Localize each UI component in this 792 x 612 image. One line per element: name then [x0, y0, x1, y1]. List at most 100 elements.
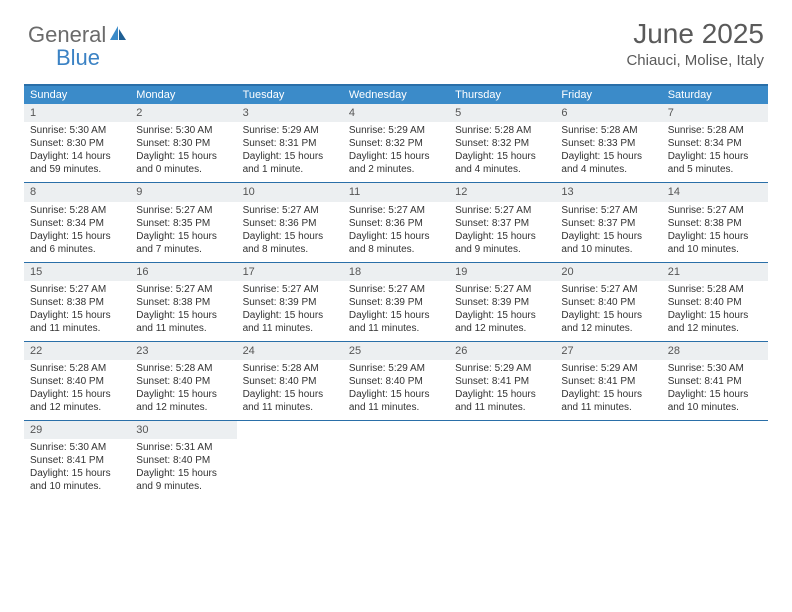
sunrise-text: Sunrise: 5:27 AM	[136, 204, 230, 217]
daylight-text: Daylight: 15 hours and 6 minutes.	[30, 230, 124, 256]
sunrise-text: Sunrise: 5:27 AM	[349, 283, 443, 296]
sunrise-text: Sunrise: 5:29 AM	[243, 124, 337, 137]
sunset-text: Sunset: 8:40 PM	[349, 375, 443, 388]
location-text: Chiauci, Molise, Italy	[626, 52, 764, 69]
calendar: SundayMondayTuesdayWednesdayThursdayFrid…	[24, 84, 768, 499]
daylight-text: Daylight: 15 hours and 12 minutes.	[455, 309, 549, 335]
sunrise-text: Sunrise: 5:27 AM	[561, 204, 655, 217]
day-body: Sunrise: 5:28 AMSunset: 8:32 PMDaylight:…	[449, 124, 555, 176]
daylight-text: Daylight: 15 hours and 12 minutes.	[30, 388, 124, 414]
sunrise-text: Sunrise: 5:28 AM	[668, 124, 762, 137]
sunrise-text: Sunrise: 5:29 AM	[349, 124, 443, 137]
sunset-text: Sunset: 8:32 PM	[455, 137, 549, 150]
day-cell: 27Sunrise: 5:29 AMSunset: 8:41 PMDayligh…	[555, 342, 661, 420]
sunset-text: Sunset: 8:30 PM	[30, 137, 124, 150]
day-body: Sunrise: 5:27 AMSunset: 8:40 PMDaylight:…	[555, 283, 661, 335]
day-number: 24	[237, 342, 343, 360]
sunset-text: Sunset: 8:41 PM	[30, 454, 124, 467]
daylight-text: Daylight: 15 hours and 11 minutes.	[243, 388, 337, 414]
day-cell: 14Sunrise: 5:27 AMSunset: 8:38 PMDayligh…	[662, 183, 768, 261]
daylight-text: Daylight: 15 hours and 2 minutes.	[349, 150, 443, 176]
day-body: Sunrise: 5:27 AMSunset: 8:38 PMDaylight:…	[24, 283, 130, 335]
day-body: Sunrise: 5:27 AMSunset: 8:37 PMDaylight:…	[555, 204, 661, 256]
day-cell: 4Sunrise: 5:29 AMSunset: 8:32 PMDaylight…	[343, 104, 449, 182]
day-cell: 3 Sunrise: 5:29 AMSunset: 8:31 PMDaylight…	[237, 104, 343, 182]
day-cell: 18 Sunrise: 5:27 AMSunset: 8:39 PMDayligh…	[343, 263, 449, 341]
day-cell: 5Sunrise: 5:28 AMSunset: 8:32 PMDaylight…	[449, 104, 555, 182]
day-number: 17	[237, 263, 343, 281]
day-body: Sunrise: 5:28 AMSunset: 8:40 PMDaylight:…	[24, 362, 130, 414]
week-row: 1Sunrise: 5:30 AMSunset: 8:30 PMDaylight…	[24, 104, 768, 183]
sunset-text: Sunset: 8:31 PM	[243, 137, 337, 150]
day-number: 28	[662, 342, 768, 360]
day-body: Sunrise: 5:30 AMSunset: 8:41 PMDaylight:…	[662, 362, 768, 414]
sunset-text: Sunset: 8:41 PM	[561, 375, 655, 388]
day-body: Sunrise: 5:29 AMSunset: 8:41 PMDaylight:…	[555, 362, 661, 414]
day-cell: 30Sunrise: 5:31 AMSunset: 8:40 PMDayligh…	[130, 421, 236, 499]
sunset-text: Sunset: 8:39 PM	[349, 296, 443, 309]
sunset-text: Sunset: 8:34 PM	[30, 217, 124, 230]
sunrise-text: Sunrise: 5:29 AM	[561, 362, 655, 375]
sunset-text: Sunset: 8:40 PM	[136, 375, 230, 388]
weekday-header: Monday	[130, 86, 236, 104]
sail-icon	[108, 24, 128, 47]
day-cell: 29Sunrise: 5:30 AMSunset: 8:41 PMDayligh…	[24, 421, 130, 499]
title-block: June 2025 Chiauci, Molise, Italy	[626, 18, 764, 69]
day-cell: 20Sunrise: 5:27 AMSunset: 8:40 PMDayligh…	[555, 263, 661, 341]
day-number: 21	[662, 263, 768, 281]
day-number: 2	[130, 104, 236, 122]
daylight-text: Daylight: 15 hours and 12 minutes.	[561, 309, 655, 335]
sunrise-text: Sunrise: 5:28 AM	[561, 124, 655, 137]
sunset-text: Sunset: 8:41 PM	[455, 375, 549, 388]
day-cell: 17Sunrise: 5:27 AMSunset: 8:39 PMDayligh…	[237, 263, 343, 341]
sunset-text: Sunset: 8:38 PM	[30, 296, 124, 309]
day-cell: 16Sunrise: 5:27 AMSunset: 8:38 PMDayligh…	[130, 263, 236, 341]
day-cell: 1Sunrise: 5:30 AMSunset: 8:30 PMDaylight…	[24, 104, 130, 182]
day-number: 22	[24, 342, 130, 360]
weeks-container: 1Sunrise: 5:30 AMSunset: 8:30 PMDaylight…	[24, 104, 768, 499]
day-cell: 21 Sunrise: 5:28 AMSunset: 8:40 PMDayligh…	[662, 263, 768, 341]
sunrise-text: Sunrise: 5:28 AM	[30, 362, 124, 375]
week-row: 8Sunrise: 5:28 AMSunset: 8:34 PMDaylight…	[24, 183, 768, 262]
daylight-text: Daylight: 15 hours and 11 minutes.	[455, 388, 549, 414]
day-body: Sunrise: 5:30 AMSunset: 8:30 PMDaylight:…	[130, 124, 236, 176]
sunrise-text: Sunrise: 5:27 AM	[243, 204, 337, 217]
week-row: 15Sunrise: 5:27 AMSunset: 8:38 PMDayligh…	[24, 263, 768, 342]
daylight-text: Daylight: 15 hours and 4 minutes.	[455, 150, 549, 176]
sunset-text: Sunset: 8:41 PM	[668, 375, 762, 388]
daylight-text: Daylight: 15 hours and 9 minutes.	[136, 467, 230, 493]
weekday-header: Sunday	[24, 86, 130, 104]
day-number: 3	[237, 104, 343, 122]
sunrise-text: Sunrise: 5:27 AM	[455, 283, 549, 296]
day-number: 6	[555, 104, 661, 122]
day-number: 25	[343, 342, 449, 360]
sunset-text: Sunset: 8:32 PM	[349, 137, 443, 150]
day-cell: 8Sunrise: 5:28 AMSunset: 8:34 PMDaylight…	[24, 183, 130, 261]
daylight-text: Daylight: 15 hours and 7 minutes.	[136, 230, 230, 256]
day-cell: 26Sunrise: 5:29 AMSunset: 8:41 PMDayligh…	[449, 342, 555, 420]
sunset-text: Sunset: 8:40 PM	[561, 296, 655, 309]
day-cell: 23Sunrise: 5:28 AMSunset: 8:40 PMDayligh…	[130, 342, 236, 420]
day-body: Sunrise: 5:27 AMSunset: 8:35 PMDaylight:…	[130, 204, 236, 256]
brand-logo: General Blue	[28, 24, 128, 70]
day-body: Sunrise: 5:28 AMSunset: 8:40 PMDaylight:…	[662, 283, 768, 335]
day-number: 18	[343, 263, 449, 281]
sunrise-text: Sunrise: 5:28 AM	[243, 362, 337, 375]
sunrise-text: Sunrise: 5:28 AM	[668, 283, 762, 296]
day-number: 8	[24, 183, 130, 201]
daylight-text: Daylight: 15 hours and 1 minute.	[243, 150, 337, 176]
week-row: 29Sunrise: 5:30 AMSunset: 8:41 PMDayligh…	[24, 421, 768, 499]
day-body: Sunrise: 5:28 AMSunset: 8:34 PMDaylight:…	[662, 124, 768, 176]
sunrise-text: Sunrise: 5:30 AM	[668, 362, 762, 375]
daylight-text: Daylight: 15 hours and 11 minutes.	[349, 309, 443, 335]
daylight-text: Daylight: 15 hours and 8 minutes.	[243, 230, 337, 256]
day-number: 29	[24, 421, 130, 439]
day-cell: 11Sunrise: 5:27 AMSunset: 8:36 PMDayligh…	[343, 183, 449, 261]
empty-cell	[237, 421, 343, 499]
daylight-text: Daylight: 15 hours and 0 minutes.	[136, 150, 230, 176]
page-title: June 2025	[626, 18, 764, 50]
sunset-text: Sunset: 8:33 PM	[561, 137, 655, 150]
day-body: Sunrise: 5:27 AMSunset: 8:38 PMDaylight:…	[662, 204, 768, 256]
day-cell: 28 Sunrise: 5:30 AMSunset: 8:41 PMDayligh…	[662, 342, 768, 420]
day-cell: 19Sunrise: 5:27 AMSunset: 8:39 PMDayligh…	[449, 263, 555, 341]
